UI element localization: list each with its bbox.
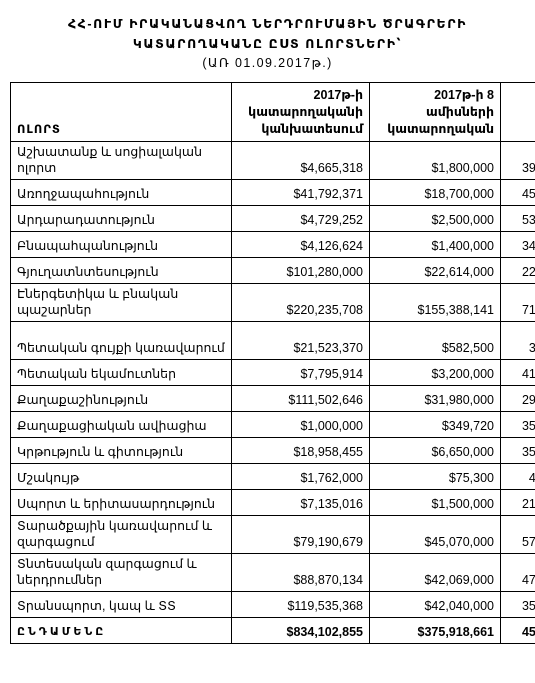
- sector-cell: Սպորտ և երիտասարդություն: [10, 489, 232, 516]
- percent-cell: 45%: [500, 179, 535, 206]
- planned-cell: $7,135,016: [231, 489, 370, 516]
- sector-cell: Տրանսպորտ, կապ և ՏՏ: [10, 591, 232, 618]
- planned-cell: $21,523,370: [231, 321, 370, 360]
- document-title-line-2: ԿԱՏԱՐՈՂԱԿԱՆԸ ԸՍՏ ՈԼՈՐՏՆԵՐԻ՝: [132, 37, 403, 51]
- table-header-row: ՈԼՈՐՏ 2017թ-ի կատարողականի կանխատեսում 2…: [10, 82, 535, 142]
- executed-cell: $18,700,000: [369, 179, 501, 206]
- executed-cell: $42,040,000: [369, 591, 501, 618]
- investment-programs-table: ՈԼՈՐՏ 2017թ-ի կատարողականի կանխատեսում 2…: [10, 82, 535, 644]
- executed-cell: $6,650,000: [369, 437, 501, 464]
- planned-cell: $119,535,368: [231, 591, 370, 618]
- planned-cell: $4,729,252: [231, 205, 370, 232]
- column-header-executed: 2017թ-ի 8 ամիսների կատարողական: [369, 82, 501, 142]
- table-total-row: ԸՆԴԱՄԵՆԸ $834,102,855 $375,918,661 45%: [10, 617, 535, 644]
- percent-cell: 21%: [500, 489, 535, 516]
- percent-cell: 57%: [500, 515, 535, 554]
- table-row: Մշակույթ $1,762,000 $75,300 4%: [10, 463, 535, 490]
- sector-cell: Պետական գույքի կառավարում: [10, 321, 232, 360]
- percent-cell: 22%: [500, 257, 535, 284]
- total-percent-cell: 45%: [500, 617, 535, 644]
- table-row: Տրանսպորտ, կապ և ՏՏ $119,535,368 $42,040…: [10, 591, 535, 618]
- planned-cell: $18,958,455: [231, 437, 370, 464]
- table-row: Բնապահպանություն $4,126,624 $1,400,000 3…: [10, 231, 535, 258]
- executed-cell: $75,300: [369, 463, 501, 490]
- planned-cell: $111,502,646: [231, 385, 370, 412]
- executed-cell: $45,070,000: [369, 515, 501, 554]
- executed-cell: $349,720: [369, 411, 501, 438]
- planned-cell: $4,665,318: [231, 141, 370, 180]
- percent-cell: 47%: [500, 553, 535, 592]
- percent-cell: 34%: [500, 231, 535, 258]
- percent-cell: 35%: [500, 437, 535, 464]
- planned-cell: $101,280,000: [231, 257, 370, 284]
- total-label-cell: ԸՆԴԱՄԵՆԸ: [10, 617, 232, 644]
- executed-cell: $42,069,000: [369, 553, 501, 592]
- total-executed-cell: $375,918,661: [369, 617, 501, 644]
- table-row: Էներգետիկա և բնական պաշարներ $220,235,70…: [10, 283, 535, 322]
- planned-cell: $4,126,624: [231, 231, 370, 258]
- sector-cell: Քաղաքաշինություն: [10, 385, 232, 412]
- table-row: Պետական գույքի կառավարում $21,523,370 $5…: [10, 321, 535, 360]
- percent-cell: 35%: [500, 411, 535, 438]
- planned-cell: $88,870,134: [231, 553, 370, 592]
- executed-cell: $1,800,000: [369, 141, 501, 180]
- planned-cell: $41,792,371: [231, 179, 370, 206]
- planned-cell: $79,190,679: [231, 515, 370, 554]
- column-header-percent: %: [500, 82, 535, 142]
- executed-cell: $22,614,000: [369, 257, 501, 284]
- table-row: Գյուղատնտեսություն $101,280,000 $22,614,…: [10, 257, 535, 284]
- sector-cell: Քաղաքացիական ավիացիա: [10, 411, 232, 438]
- sector-cell: Բնապահպանություն: [10, 231, 232, 258]
- table-row: Աշխատանք և սոցիալական ոլորտ $4,665,318 $…: [10, 141, 535, 180]
- percent-cell: 4%: [500, 463, 535, 490]
- percent-cell: 3%: [500, 321, 535, 360]
- executed-cell: $3,200,000: [369, 359, 501, 386]
- sector-cell: Էներգետիկա և բնական պաշարներ: [10, 283, 232, 322]
- percent-cell: 71%: [500, 283, 535, 322]
- sector-cell: Տնտեսական զարգացում և ներդրումներ: [10, 553, 232, 592]
- sector-cell: Առողջապահություն: [10, 179, 232, 206]
- column-header-planned: 2017թ-ի կատարողականի կանխատեսում: [231, 82, 370, 142]
- planned-cell: $7,795,914: [231, 359, 370, 386]
- column-header-sector: ՈԼՈՐՏ: [10, 82, 232, 142]
- sector-cell: Գյուղատնտեսություն: [10, 257, 232, 284]
- percent-cell: 39%: [500, 141, 535, 180]
- table-row: Տնտեսական զարգացում և ներդրումներ $88,87…: [10, 553, 535, 592]
- executed-cell: $582,500: [369, 321, 501, 360]
- executed-cell: $1,500,000: [369, 489, 501, 516]
- sector-cell: Պետական եկամուտներ: [10, 359, 232, 386]
- executed-cell: $31,980,000: [369, 385, 501, 412]
- sector-cell: Տարածքային կառավարում և զարգացում: [10, 515, 232, 554]
- sector-cell: Աշխատանք և սոցիալական ոլորտ: [10, 141, 232, 180]
- percent-cell: 53%: [500, 205, 535, 232]
- total-planned-cell: $834,102,855: [231, 617, 370, 644]
- table-row: Սպորտ և երիտասարդություն $7,135,016 $1,5…: [10, 489, 535, 516]
- percent-cell: 41%: [500, 359, 535, 386]
- executed-cell: $1,400,000: [369, 231, 501, 258]
- table-row: Քաղաքացիական ավիացիա $1,000,000 $349,720…: [10, 411, 535, 438]
- planned-cell: $1,000,000: [231, 411, 370, 438]
- executed-cell: $2,500,000: [369, 205, 501, 232]
- table-row: Առողջապահություն $41,792,371 $18,700,000…: [10, 179, 535, 206]
- table-row: Պետական եկամուտներ $7,795,914 $3,200,000…: [10, 359, 535, 386]
- percent-cell: 35%: [500, 591, 535, 618]
- percent-cell: 29%: [500, 385, 535, 412]
- sector-cell: Կրթություն և գիտություն: [10, 437, 232, 464]
- table-row: Արդարադատություն $4,729,252 $2,500,000 5…: [10, 205, 535, 232]
- sector-cell: Մշակույթ: [10, 463, 232, 490]
- sector-cell: Արդարադատություն: [10, 205, 232, 232]
- table-row: Կրթություն և գիտություն $18,958,455 $6,6…: [10, 437, 535, 464]
- table-row: Քաղաքաշինություն $111,502,646 $31,980,00…: [10, 385, 535, 412]
- executed-cell: $155,388,141: [369, 283, 501, 322]
- planned-cell: $1,762,000: [231, 463, 370, 490]
- planned-cell: $220,235,708: [231, 283, 370, 322]
- document-title-line-1: ՀՀ-ՈՒՄ ԻՐԱԿԱՆԱՑՎՈՂ ՆԵՐԴՐՈՒՄԱՅԻՆ ԾՐԱԳՐԵՐԻ: [67, 17, 468, 31]
- document-date: (ԱՌ 01.09.2017թ.): [202, 56, 333, 70]
- table-row: Տարածքային կառավարում և զարգացում $79,19…: [10, 515, 535, 554]
